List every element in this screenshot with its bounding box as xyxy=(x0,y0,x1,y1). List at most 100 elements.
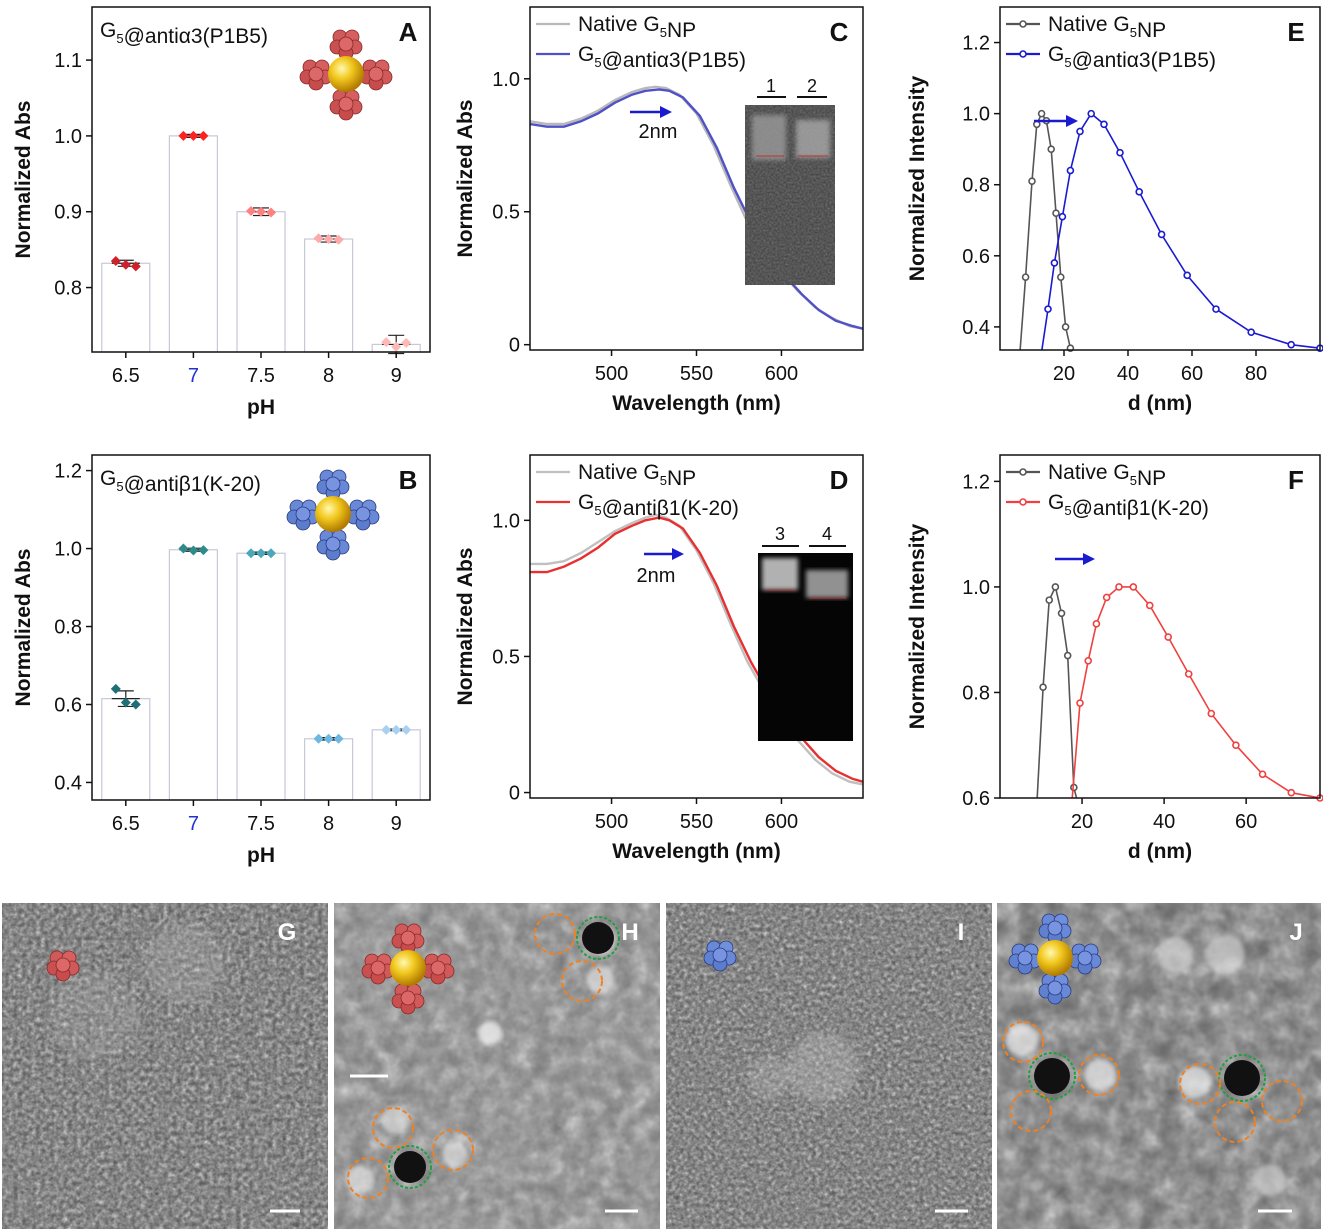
replicate-point-7.5-1 xyxy=(246,548,256,559)
data-point-e-1-9 xyxy=(1057,273,1065,281)
x-axis-label-a: pH xyxy=(247,396,275,419)
data-point-e-2-3 xyxy=(1050,259,1059,267)
x-tick-label-d-550: 550 xyxy=(680,811,713,833)
shift-arrow-d-head xyxy=(672,548,684,560)
gel-lane-label-4: 4 xyxy=(822,524,832,544)
x-tick-label-9: 9 xyxy=(391,813,402,835)
legend-label-f-2: G5@antiβ1(K-20) xyxy=(1048,491,1209,520)
bar-7 xyxy=(168,135,218,353)
data-point-f-2-4 xyxy=(1092,620,1101,628)
replicate-point-6.5-2 xyxy=(120,697,131,708)
gel-lane-label-1: 1 xyxy=(766,76,776,96)
y-tick-label-f-0.6: 0.6 xyxy=(962,788,990,810)
replicate-point-8-3 xyxy=(333,234,344,245)
replicate-point-7-2 xyxy=(188,545,199,556)
data-point-e-2-7 xyxy=(1087,109,1095,118)
replicate-point-7.5-2 xyxy=(256,206,266,217)
y-axis-label-d: Normalized Abs xyxy=(454,548,477,706)
data-point-e-2-12 xyxy=(1183,271,1191,280)
replicate-point-6.5-2 xyxy=(120,259,131,270)
replicate-point-7-2 xyxy=(188,130,199,141)
y-tick-label-e-0.6: 0.6 xyxy=(962,246,990,268)
legend-marker-f-1 xyxy=(1019,468,1027,476)
y-tick-label-0.6: 0.6 xyxy=(54,694,82,716)
panel-letter-g: G xyxy=(278,919,297,946)
panel-letter-c: C xyxy=(830,17,849,47)
gel-inset-c: 1 2 xyxy=(745,76,835,285)
legend-label-e-2: G5@antiα3(P1B5) xyxy=(1048,43,1216,72)
y-tick-label-1.1: 1.1 xyxy=(54,50,82,72)
shift-arrow-e-head xyxy=(1066,115,1078,127)
data-point-e-2-15 xyxy=(1287,340,1295,349)
bar-7.5 xyxy=(236,211,286,353)
legend-label-f-1: Native G5NP xyxy=(1048,461,1166,490)
tem-panel-h: H xyxy=(334,903,660,1229)
y-tick-label-c-1.0: 1.0 xyxy=(492,69,520,91)
data-point-f-2-7 xyxy=(1129,583,1138,591)
x-tick-label-e-40: 40 xyxy=(1117,363,1139,385)
replicate-point-6.5-1 xyxy=(110,256,121,267)
replicate-point-7.5-2 xyxy=(256,548,266,559)
plot-frame-f xyxy=(999,454,1321,799)
gel-lane-label-2: 2 xyxy=(807,76,817,96)
data-point-e-1-8 xyxy=(1052,209,1060,217)
replicate-point-9-3 xyxy=(401,337,412,348)
data-point-e-2-11 xyxy=(1157,230,1166,239)
bar-8 xyxy=(304,738,354,801)
data-point-e-2-5 xyxy=(1066,166,1075,175)
data-point-f-2-13 xyxy=(1258,770,1267,779)
y-tick-label-f-1.2: 1.2 xyxy=(962,471,990,493)
conjugate-icon-h xyxy=(361,923,455,1015)
x-tick-label-8: 8 xyxy=(323,813,334,835)
tem-panel-j: J xyxy=(997,903,1321,1229)
y-tick-label-f-0.8: 0.8 xyxy=(962,682,990,704)
y-axis-label-c: Normalized Abs xyxy=(454,100,477,258)
data-point-f-1-4 xyxy=(1051,583,1060,591)
legend-label-c-2: G5@antiα3(P1B5) xyxy=(578,43,746,72)
series-line-f-1 xyxy=(1036,584,1078,798)
shift-annotation-c: 2nm xyxy=(639,121,678,143)
bar-8 xyxy=(304,238,354,353)
y-tick-label-f-1.0: 1.0 xyxy=(962,577,990,599)
panel-letter-e: E xyxy=(1287,17,1304,47)
y-tick-label-e-1.2: 1.2 xyxy=(962,33,990,55)
shift-arrow-f-head xyxy=(1083,553,1095,565)
bar-9 xyxy=(371,729,421,801)
y-tick-label-1.0: 1.0 xyxy=(54,539,82,561)
replicate-point-6.5-3 xyxy=(130,261,141,272)
x-tick-label-8: 8 xyxy=(323,365,334,387)
y-tick-label-d-0.5: 0.5 xyxy=(492,646,520,668)
legend-marker-e-1 xyxy=(1019,20,1027,28)
panel-letter-j: J xyxy=(1289,919,1302,946)
chart-title-a: G5@antiα3(P1B5) xyxy=(100,19,268,48)
data-point-e-2-14 xyxy=(1247,328,1255,337)
x-axis-label-c: Wavelength (nm) xyxy=(612,392,780,415)
data-point-f-2-2 xyxy=(1076,699,1084,707)
series-line-f-2 xyxy=(1071,586,1320,798)
tem-panel-g: G xyxy=(2,903,328,1229)
legend-label-d-2: G5@antiβ1(K-20) xyxy=(578,491,739,520)
replicate-point-8-2 xyxy=(323,733,334,744)
y-tick-label-0.9: 0.9 xyxy=(54,202,82,224)
y-tick-label-e-1.0: 1.0 xyxy=(962,104,990,126)
bar-7 xyxy=(168,549,218,801)
data-point-e-2-10 xyxy=(1135,188,1143,196)
data-point-e-1-7 xyxy=(1047,145,1055,153)
series-line-d-2 xyxy=(530,516,863,783)
panel-letter-b: B xyxy=(399,465,418,495)
x-tick-label-7: 7 xyxy=(188,813,199,835)
data-point-e-1-5 xyxy=(1037,109,1046,118)
replicate-point-9-2 xyxy=(391,724,402,735)
replicate-point-8-1 xyxy=(313,233,324,244)
replicate-point-7.5-3 xyxy=(266,548,276,559)
data-point-e-1-2 xyxy=(1021,273,1030,281)
data-point-e-2-4 xyxy=(1058,212,1067,221)
x-tick-label-c-550: 550 xyxy=(680,363,713,385)
x-tick-label-f-40: 40 xyxy=(1153,811,1175,833)
bar-6.5 xyxy=(101,262,151,353)
shift-annotation-d: 2nm xyxy=(637,565,676,587)
x-axis-label-f: d (nm) xyxy=(1128,840,1192,863)
replicate-point-7.5-1 xyxy=(246,205,256,216)
legend-label-c-1: Native G5NP xyxy=(578,13,696,42)
replicate-point-6.5-3 xyxy=(130,699,141,710)
